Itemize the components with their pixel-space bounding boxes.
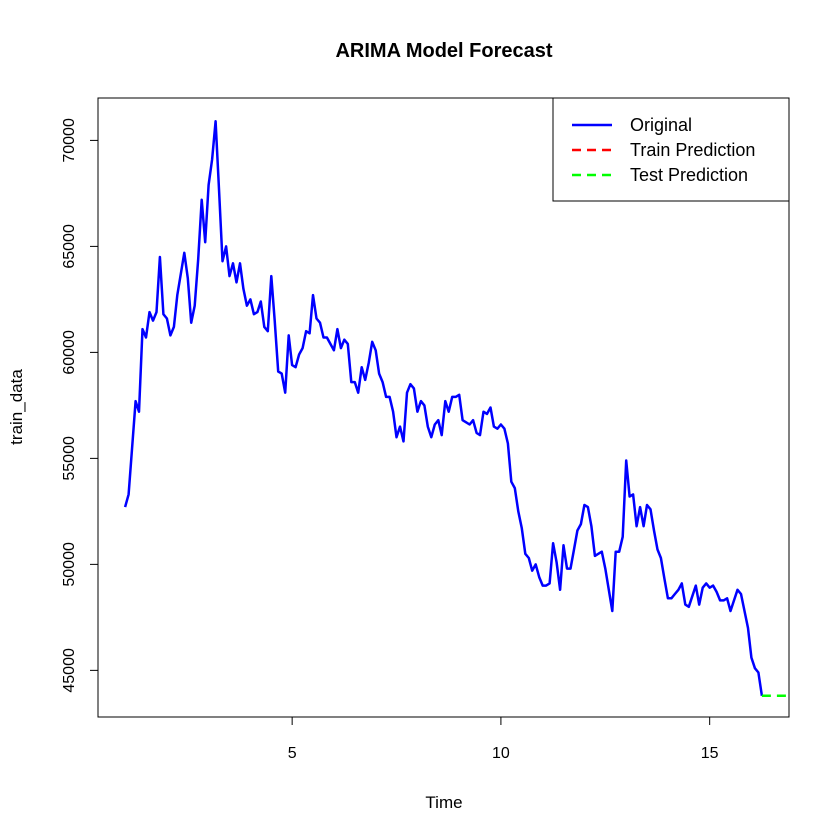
chart-title: ARIMA Model Forecast	[335, 40, 552, 62]
y-tick-label-3: 60000	[61, 330, 78, 375]
legend: Original Train Prediction Test Prediction	[552, 97, 790, 202]
y-tick-label-4: 65000	[61, 224, 78, 269]
x-tick-label-1: 10	[492, 745, 510, 762]
legend-label-1: Train Prediction	[630, 140, 755, 160]
y-tick-label-0: 45000	[61, 648, 78, 693]
y-tick-label-5: 70000	[61, 118, 78, 163]
plot-area	[97, 97, 790, 718]
x-tick-label-0: 5	[288, 745, 297, 762]
y-axis: 45000 50000 55000 60000 65000 70000	[61, 118, 98, 693]
y-axis-label: train_data	[7, 369, 26, 445]
series-layer	[123, 120, 789, 698]
y-tick-label-2: 55000	[61, 436, 78, 481]
y-tick-label-1: 50000	[61, 542, 78, 587]
legend-label-2: Test Prediction	[630, 165, 748, 185]
x-axis-label: Time	[425, 793, 462, 812]
legend-label-0: Original	[630, 115, 692, 135]
x-tick-label-2: 15	[701, 745, 719, 762]
series-line-0	[123, 120, 764, 696]
x-axis: 5 10 15	[288, 717, 719, 762]
